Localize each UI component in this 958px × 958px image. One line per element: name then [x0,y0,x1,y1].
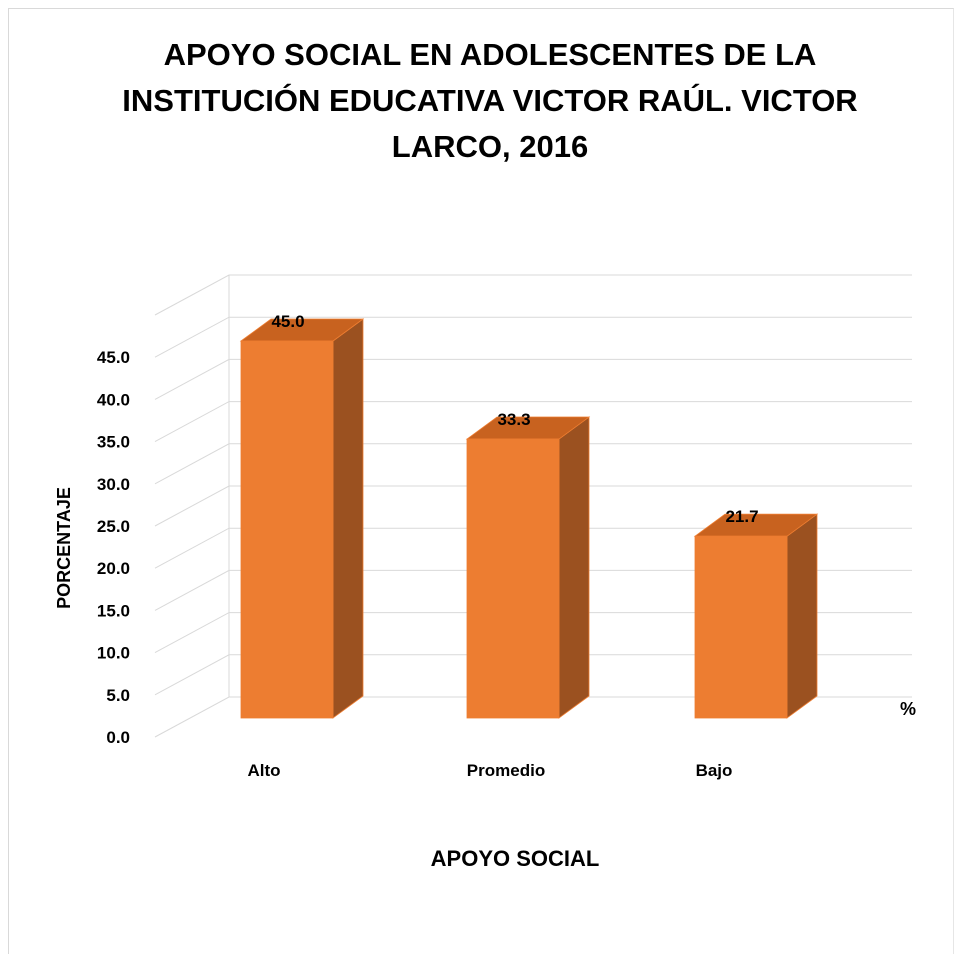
bar-side-face [332,318,364,719]
data-labels: 45.0 33.3 21.7 [271,312,758,526]
gridline [154,443,912,485]
category-label: Alto [247,761,280,780]
gridline [154,401,912,443]
bar-promedio [465,416,591,719]
gridline [154,654,912,696]
y-axis-ticks: 0.0 5.0 10.0 15.0 20.0 25.0 30.0 35.0 40.0 45.0 [97,348,130,747]
category-label: Bajo [696,761,733,780]
gridline [154,485,912,527]
unit-label: % [900,699,916,719]
bar-side-face [558,416,590,719]
y-tick-label: 30.0 [97,475,130,494]
gridline [154,569,912,611]
y-tick-label: 15.0 [97,601,130,620]
gridline [154,274,912,316]
y-tick-label: 40.0 [97,390,130,409]
bar-front-face [240,340,334,719]
y-tick-label: 35.0 [97,433,130,452]
gridline [154,527,912,569]
data-label: 33.3 [497,410,530,429]
data-label: 45.0 [271,312,304,331]
chart-gridlines [154,274,912,738]
gridline [154,696,912,738]
bar-side-face [786,513,818,719]
bar-front-face [466,438,560,719]
y-tick-label: 20.0 [97,559,130,578]
gridline [154,316,912,358]
chart-frame [8,8,954,954]
x-axis-title: APOYO SOCIAL [431,846,600,871]
y-tick-label: 0.0 [106,728,130,747]
gridline [154,358,912,400]
bar-alto [239,318,365,719]
data-label: 21.7 [725,507,758,526]
y-axis-title: PORCENTAJE [54,487,74,609]
bar-bajo [693,513,819,719]
y-tick-label: 25.0 [97,517,130,536]
y-tick-label: 45.0 [97,348,130,367]
gridline [154,612,912,654]
y-tick-label: 5.0 [106,686,130,705]
y-tick-label: 10.0 [97,644,130,663]
category-labels: Alto Promedio Bajo [247,761,732,780]
bar-front-face [694,535,788,719]
chart-bars [239,318,819,719]
chart-title: APOYO SOCIAL EN ADOLESCENTES DE LA INSTI… [122,37,858,164]
category-label: Promedio [467,761,545,780]
